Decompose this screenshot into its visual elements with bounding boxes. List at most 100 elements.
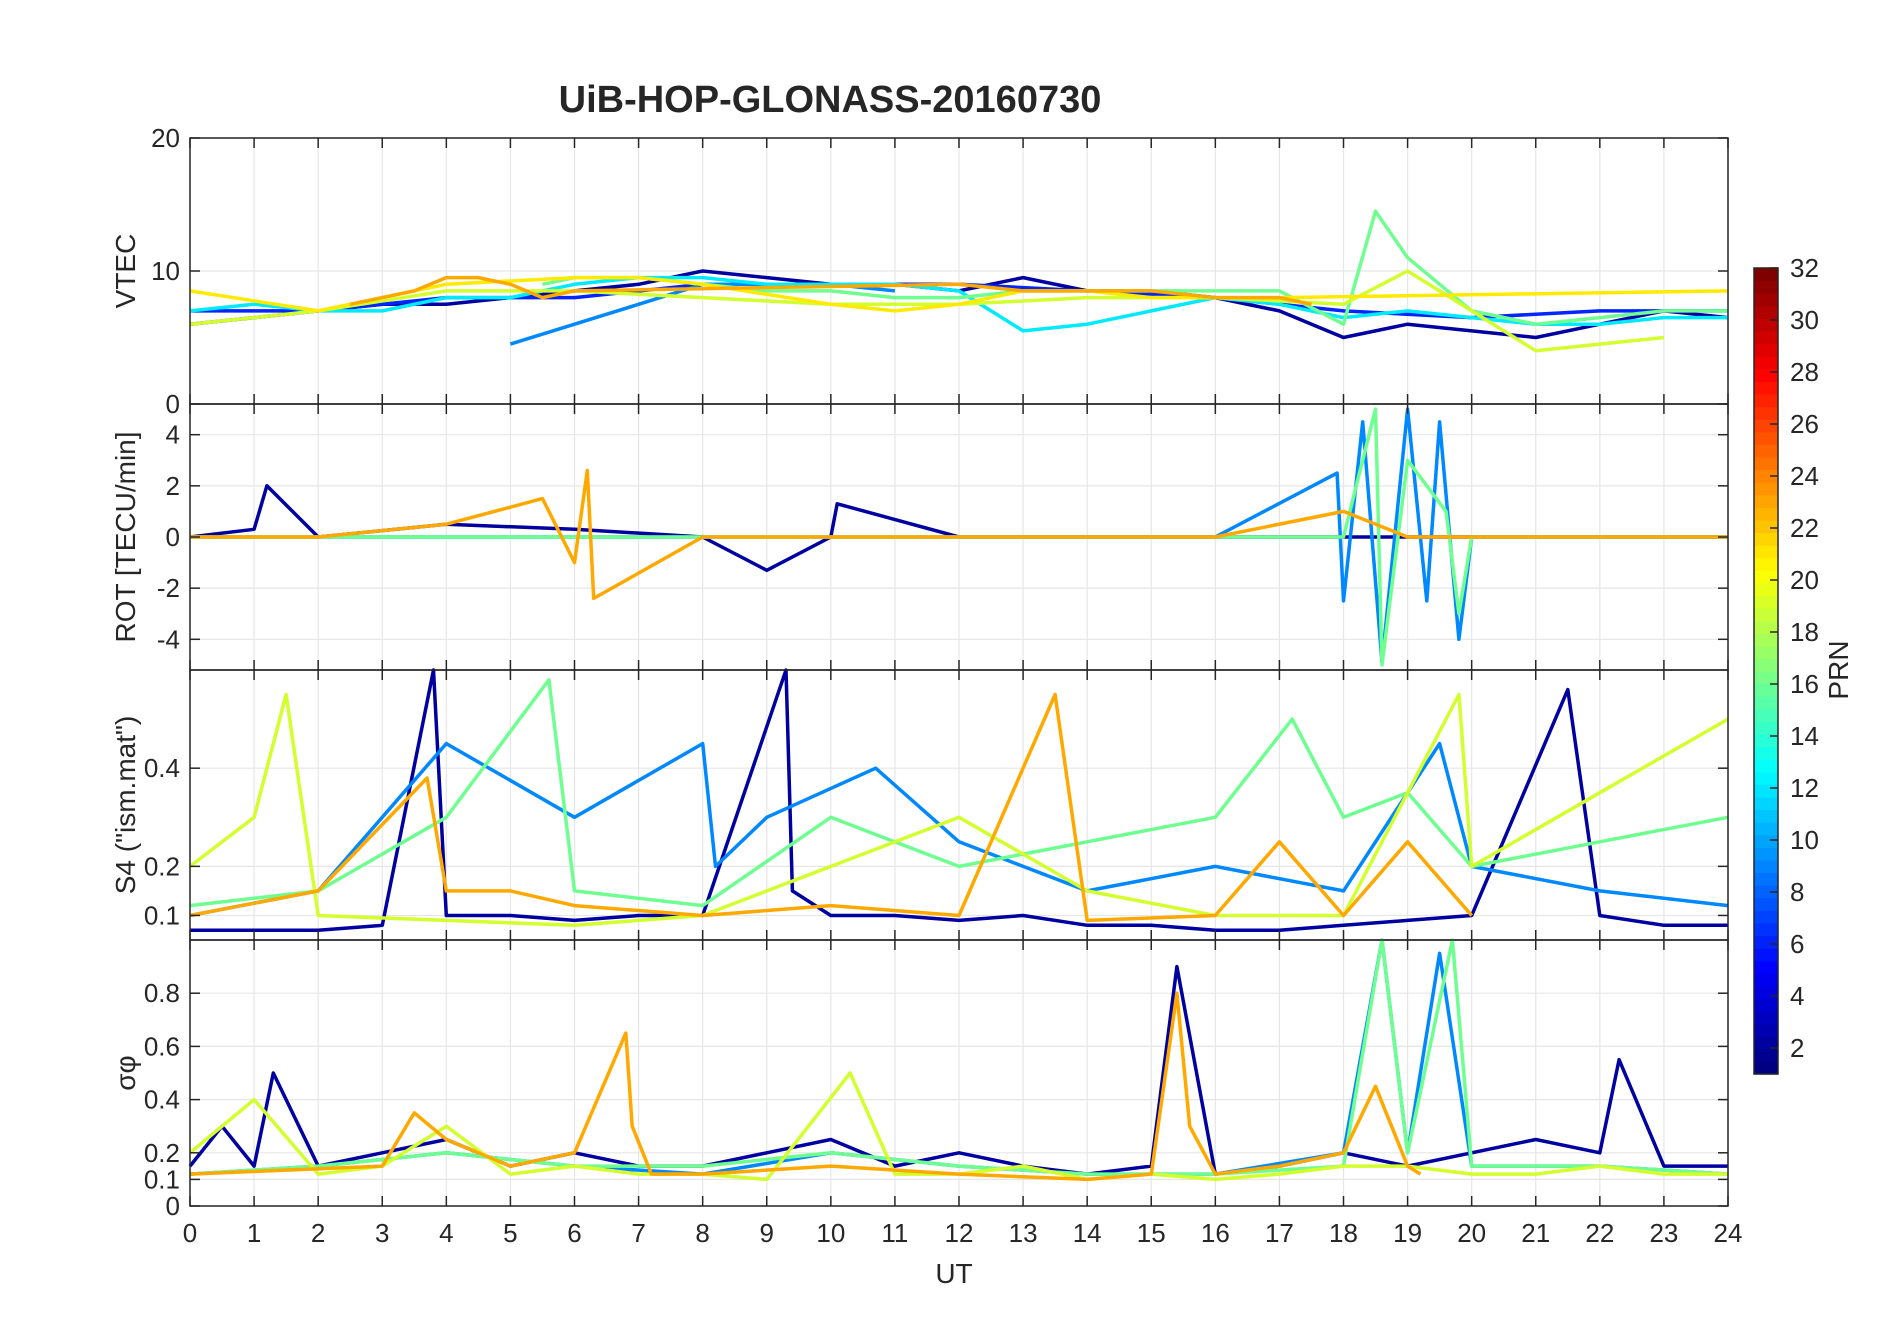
- y-tick-label: 0: [166, 1191, 180, 1221]
- colorbar-band: [1754, 973, 1778, 987]
- y-tick-label: 10: [151, 256, 180, 286]
- colorbar-tick-label: 20: [1790, 565, 1819, 595]
- colorbar-band: [1754, 419, 1778, 433]
- colorbar-band: [1754, 507, 1778, 521]
- series-line-prn-16: [542, 209, 1728, 326]
- colorbar-band: [1754, 456, 1778, 471]
- colorbar-band: [1754, 708, 1778, 722]
- panel-vtec: 0 10 20 VTEC: [110, 123, 1729, 419]
- colorbar-band: [1754, 545, 1778, 559]
- y-tick-label: 4: [166, 420, 180, 450]
- colorbar-band: [1754, 343, 1778, 357]
- grid: [189, 137, 1729, 405]
- colorbar-band: [1754, 885, 1778, 899]
- colorbar-band: [1754, 582, 1778, 597]
- colorbar-label: PRN: [1823, 640, 1854, 699]
- colorbar-band: [1754, 330, 1778, 345]
- colorbar-band: [1754, 608, 1778, 622]
- colorbar-band: [1754, 494, 1778, 508]
- colorbar-band: [1754, 368, 1778, 382]
- colorbar-band: [1754, 444, 1778, 458]
- series-line-prn-19: [188, 692, 1729, 928]
- x-tick-label: 7: [631, 1218, 645, 1248]
- x-tick-label: 1: [247, 1218, 261, 1248]
- colorbar-band: [1754, 872, 1778, 886]
- x-tick-label: 18: [1329, 1218, 1358, 1248]
- y-tick-label: 0.4: [144, 753, 180, 783]
- y-tick-label: 20: [151, 123, 180, 153]
- colorbar-band: [1754, 683, 1778, 697]
- colorbar-band: [1754, 532, 1778, 546]
- y-tick-label: 0.2: [144, 851, 180, 881]
- colorbar-band: [1754, 293, 1778, 307]
- colorbar-band: [1754, 431, 1778, 445]
- colorbar-band: [1754, 318, 1778, 332]
- colorbar-band: [1754, 305, 1778, 319]
- colorbar-band: [1754, 1011, 1778, 1025]
- x-tick-label: 24: [1714, 1218, 1743, 1248]
- colorbar-band: [1754, 847, 1778, 861]
- chart-title: UiB-HOP-GLONASS-20160730: [559, 79, 1102, 121]
- y-tick-label: 0: [166, 522, 180, 552]
- colorbar-band: [1754, 645, 1778, 659]
- colorbar-band: [1754, 733, 1778, 748]
- x-tick-label: 6: [567, 1218, 581, 1248]
- x-tick-label: 22: [1585, 1218, 1614, 1248]
- series-line-prn-21: [189, 275, 1729, 313]
- colorbar-band: [1754, 759, 1778, 773]
- colorbar-tick-label: 6: [1790, 929, 1804, 959]
- colorbar-band: [1754, 935, 1778, 949]
- x-tick-label: 2: [311, 1218, 325, 1248]
- colorbar-band: [1754, 557, 1778, 571]
- colorbar-band: [1754, 381, 1778, 395]
- series-group: [188, 668, 1729, 932]
- x-tick-label: 14: [1073, 1218, 1102, 1248]
- colorbar-band: [1754, 356, 1778, 370]
- series-line-prn-23: [349, 275, 1312, 307]
- series-line-prn-19: [189, 269, 1665, 353]
- colorbar-band: [1754, 469, 1778, 483]
- colorbar-tick-label: 26: [1790, 409, 1819, 439]
- colorbar-band: [1754, 985, 1778, 1000]
- colorbar-tick-label: 2: [1790, 1033, 1804, 1063]
- colorbar-band: [1754, 570, 1778, 584]
- colorbar-band: [1754, 406, 1778, 420]
- x-tick-label: 4: [439, 1218, 453, 1248]
- colorbar-tick-label: 28: [1790, 357, 1819, 387]
- x-tick-label: 11: [881, 1218, 908, 1248]
- colorbar-band: [1754, 910, 1778, 924]
- y-tick-label: -4: [157, 624, 180, 654]
- x-tick-label: 21: [1521, 1218, 1550, 1248]
- y-tick-label: 0.6: [144, 1031, 180, 1061]
- colorbar-tick-label: 14: [1790, 721, 1819, 751]
- colorbar-band: [1754, 948, 1778, 962]
- x-tick-label: 8: [695, 1218, 709, 1248]
- colorbar-tick-label: 12: [1790, 773, 1819, 803]
- x-tick-label: 9: [760, 1218, 774, 1248]
- series-line-prn-23: [189, 692, 1474, 923]
- colorbar-band: [1754, 658, 1778, 672]
- colorbar-band: [1754, 809, 1778, 823]
- colorbar-band: [1754, 1061, 1778, 1075]
- colorbar-band: [1754, 796, 1778, 811]
- x-axis-label: UT: [935, 1258, 972, 1289]
- colorbar-band: [1754, 771, 1778, 785]
- colorbar-band: [1754, 822, 1778, 836]
- colorbar-tick-label: 10: [1790, 825, 1819, 855]
- series-group: [189, 209, 1729, 353]
- colorbar-band: [1754, 633, 1778, 647]
- series-group: [189, 407, 1728, 667]
- series-line-prn-23: [189, 991, 1422, 1182]
- y-tick-label: 0.2: [144, 1138, 180, 1168]
- x-tick-label: 23: [1649, 1218, 1678, 1248]
- x-tick-label: 16: [1201, 1218, 1230, 1248]
- x-tick-label: 10: [816, 1218, 845, 1248]
- panel-s4: 0.1 0.2 0.4S4 ("ism.mat"): [110, 668, 1729, 941]
- colorbar-band: [1754, 671, 1778, 685]
- colorbar-band: [1754, 960, 1778, 974]
- colorbar-band: [1754, 834, 1778, 848]
- series-line-prn-9: [189, 741, 1729, 918]
- colorbar-tick-label: 18: [1790, 617, 1819, 647]
- colorbar-band: [1754, 859, 1778, 874]
